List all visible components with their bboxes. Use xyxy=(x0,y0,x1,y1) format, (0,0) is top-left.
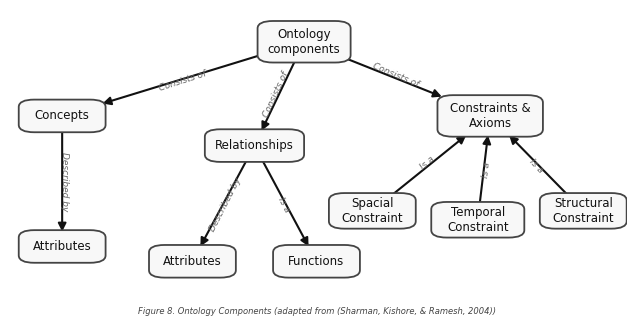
Text: Described by: Described by xyxy=(208,176,243,233)
Text: Temporal
Constraint: Temporal Constraint xyxy=(447,206,508,234)
FancyBboxPatch shape xyxy=(258,21,351,63)
Text: Consists of: Consists of xyxy=(158,70,207,93)
FancyBboxPatch shape xyxy=(437,95,543,137)
Text: Is a: Is a xyxy=(276,196,291,213)
Text: Is a: Is a xyxy=(481,161,492,178)
Text: Relationships: Relationships xyxy=(215,139,294,152)
FancyBboxPatch shape xyxy=(329,193,416,229)
Text: Consists of: Consists of xyxy=(261,70,291,119)
FancyBboxPatch shape xyxy=(19,100,106,132)
FancyBboxPatch shape xyxy=(205,129,304,162)
Text: Is a: Is a xyxy=(528,158,545,175)
FancyBboxPatch shape xyxy=(540,193,627,229)
Text: Figure 8. Ontology Components (adapted from (Sharman, Kishore, & Ramesh, 2004)): Figure 8. Ontology Components (adapted f… xyxy=(137,307,496,316)
Text: Functions: Functions xyxy=(289,255,344,268)
Text: Attributes: Attributes xyxy=(163,255,222,268)
Text: Constraints &
Axioms: Constraints & Axioms xyxy=(450,102,530,130)
Text: Attributes: Attributes xyxy=(33,240,92,253)
FancyBboxPatch shape xyxy=(149,245,236,278)
Text: Structural
Constraint: Structural Constraint xyxy=(553,197,614,225)
Text: Ontology
components: Ontology components xyxy=(268,28,341,56)
Text: Is a: Is a xyxy=(419,155,437,172)
Text: Described by: Described by xyxy=(60,152,69,211)
Text: Concepts: Concepts xyxy=(35,109,90,122)
Text: Consists of: Consists of xyxy=(371,62,420,89)
FancyBboxPatch shape xyxy=(431,202,524,238)
FancyBboxPatch shape xyxy=(19,230,106,263)
Text: Spacial
Constraint: Spacial Constraint xyxy=(342,197,403,225)
FancyBboxPatch shape xyxy=(273,245,360,278)
